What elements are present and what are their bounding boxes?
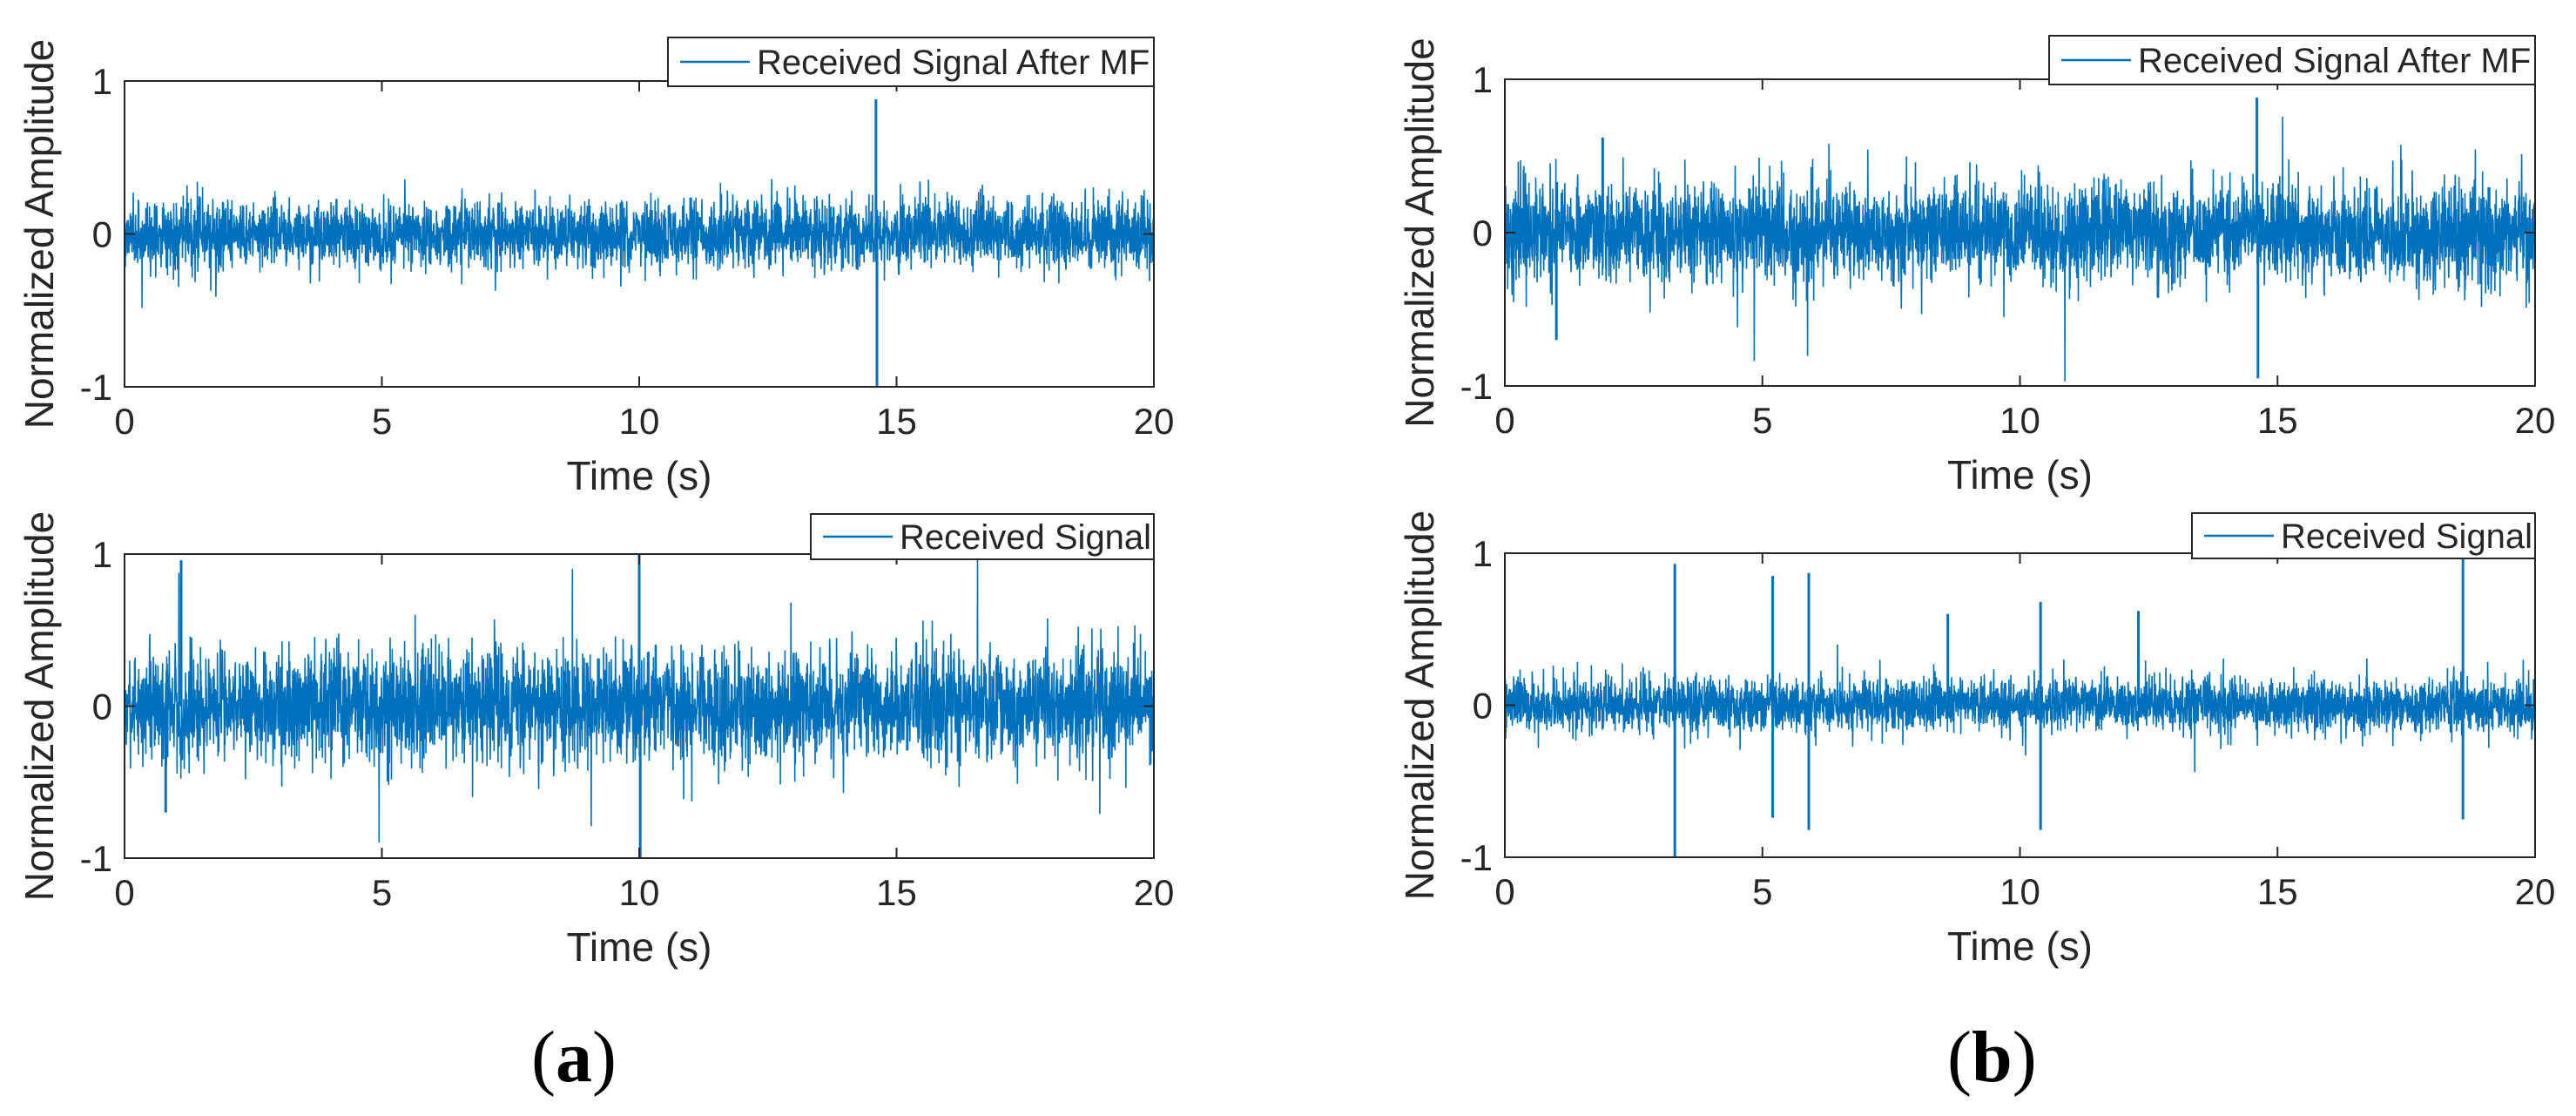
x-tick-label-b-bottom-3: 15: [2257, 871, 2298, 912]
y-tick-label-b-top-2: 1: [1473, 59, 1493, 100]
y-axis-label-a-bottom: Normalized Amplitude: [17, 511, 62, 901]
y-tick-label-b-bottom-0: -1: [1460, 837, 1493, 878]
x-tick-label-b-bottom-2: 10: [1999, 871, 2040, 912]
y-tick-label-b-top-1: 0: [1473, 213, 1493, 254]
y-axis-label-b-bottom: Normalized Amplitude: [1397, 511, 1442, 900]
legend-b-bottom: Received Signal: [2191, 512, 2536, 559]
x-tick-label-b-top-1: 5: [1752, 400, 1772, 441]
legend-a-top: Received Signal After MF: [667, 37, 1155, 87]
y-tick-label-a-top-1: 0: [92, 214, 112, 255]
y-tick-label-a-top-2: 1: [92, 61, 112, 102]
y-tick-label-a-bottom-1: 0: [92, 687, 112, 727]
panel-label-a: (a): [531, 1017, 617, 1098]
x-axis-label-b-top: Time (s): [1947, 452, 2093, 497]
x-tick-label-a-top-4: 20: [1134, 401, 1175, 442]
x-tick-label-a-top-0: 0: [114, 401, 134, 442]
y-tick-label-b-top-0: -1: [1460, 366, 1493, 407]
x-axis-label-b-bottom: Time (s): [1947, 923, 2093, 969]
y-tick-label-a-bottom-2: 1: [92, 534, 112, 575]
x-axis-label-a-top: Time (s): [567, 453, 712, 498]
x-tick-label-a-top-2: 10: [619, 401, 660, 442]
y-tick-label-b-bottom-1: 0: [1473, 686, 1493, 727]
x-tick-label-b-bottom-1: 5: [1752, 871, 1772, 912]
x-tick-label-b-bottom-4: 20: [2515, 871, 2556, 912]
x-tick-label-b-top-2: 10: [1999, 400, 2040, 441]
panel-label-b: (b): [1947, 1017, 2037, 1098]
legend-label-b-bottom: Received Signal: [2281, 517, 2532, 556]
y-tick-label-b-bottom-2: 1: [1473, 533, 1493, 574]
y-tick-label-a-top-0: -1: [80, 367, 112, 408]
y-tick-label-a-bottom-0: -1: [80, 838, 112, 879]
x-tick-label-b-top-4: 20: [2515, 400, 2556, 441]
legend-a-bottom: Received Signal: [810, 513, 1155, 560]
legend-label-a-bottom: Received Signal: [900, 518, 1151, 557]
x-tick-label-b-bottom-0: 0: [1494, 871, 1514, 912]
legend-label-a-top: Received Signal After MF: [757, 44, 1150, 82]
y-axis-label-b-top: Normalized Amplitude: [1397, 37, 1442, 427]
legend-label-b-top: Received Signal After MF: [2138, 42, 2531, 80]
x-tick-label-a-bottom-1: 5: [372, 872, 392, 913]
x-tick-label-b-top-0: 0: [1494, 400, 1514, 441]
x-tick-label-a-bottom-0: 0: [114, 872, 134, 913]
x-tick-label-a-bottom-2: 10: [619, 872, 660, 913]
x-tick-label-b-top-3: 15: [2257, 400, 2298, 441]
y-axis-label-a-top: Normalized Amplitude: [17, 39, 62, 429]
series-line-a-top: [124, 179, 1155, 308]
series-line-b-bottom: [1504, 644, 2536, 773]
x-tick-label-a-bottom-3: 15: [876, 872, 917, 913]
x-tick-label-a-bottom-4: 20: [1134, 872, 1175, 913]
x-tick-label-a-top-1: 5: [372, 401, 392, 442]
series-line-b-top: [1504, 116, 2536, 382]
x-axis-label-a-bottom: Time (s): [567, 924, 712, 970]
legend-b-top: Received Signal After MF: [2048, 35, 2536, 85]
x-tick-label-a-top-3: 15: [876, 401, 917, 442]
